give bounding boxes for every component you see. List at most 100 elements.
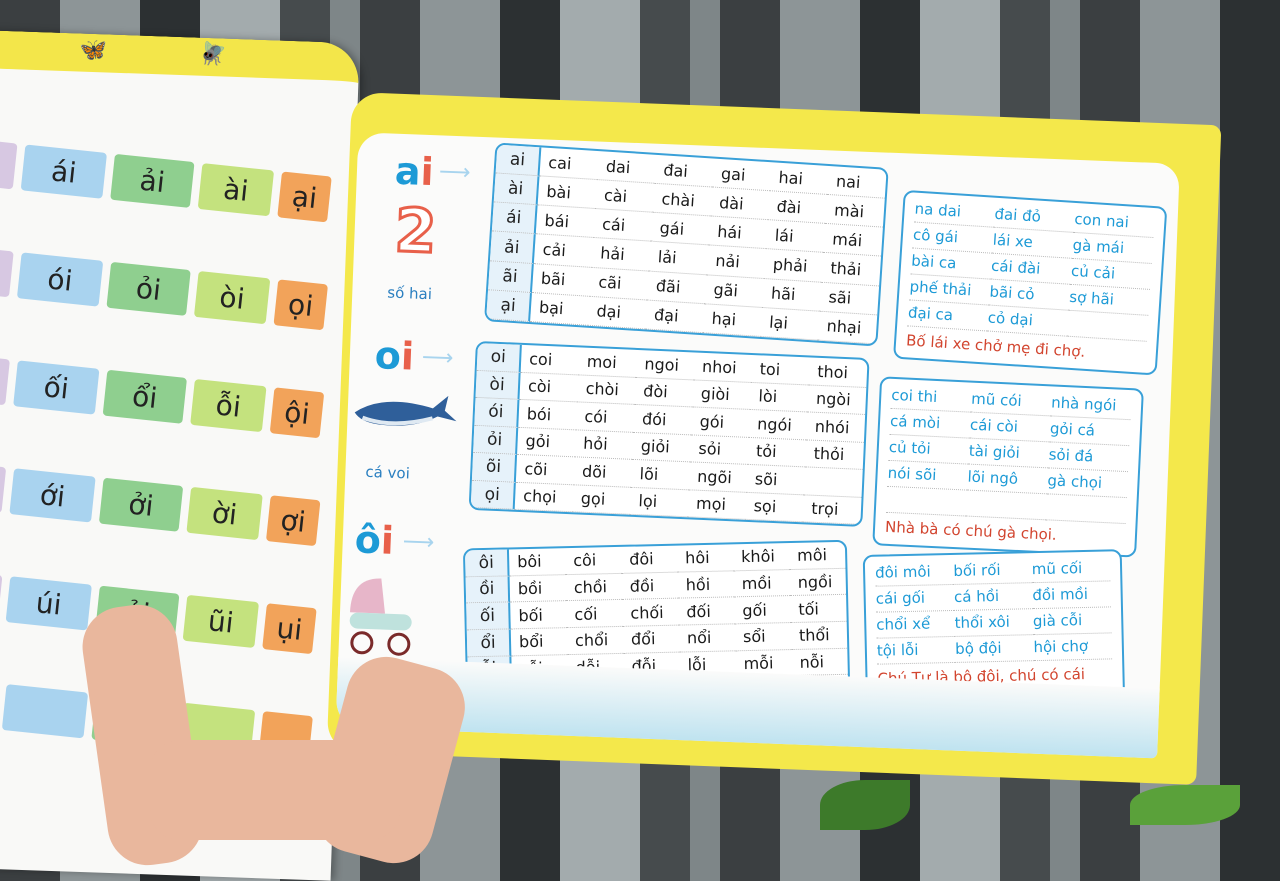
syllable-chip: ài [197,163,275,217]
baby-stroller-picture [349,578,412,656]
dragonfly-icon: 🪰 [198,41,228,68]
sound-label-ai: ai [394,148,435,195]
phrase: cái còi [969,412,1051,443]
syllable-cell: sõi [746,464,806,495]
phrase-box-oi: coi thi mũ cói nhà ngói cá mòi cái còi gỏi cá… [872,376,1144,558]
syllable-cell: trọi [802,494,862,525]
rhyme-header: ói [474,397,520,428]
syllable-cell: cói [575,402,635,433]
phrase: bộ đội [954,635,1034,663]
syllable-cell: mài [825,195,885,228]
syllable-cell: nai [827,165,887,199]
syllable-cell: sọi [745,492,804,523]
phrase: sỏi đá [1048,442,1130,473]
rhyme-header: òi [475,370,521,400]
syllable-cell: gối [734,596,791,625]
phrase: cá mòi [889,408,971,439]
syllable-cell: bài [537,176,598,210]
syllable-cell: lải [648,242,709,275]
rhyme-header: õi [471,452,518,483]
syllable-cell: nhoi [693,352,753,383]
syllable-cell: chọi [514,482,574,513]
syllable-cell: toi [751,354,810,385]
syllable-cell: gãi [704,274,765,308]
rhyme-header: ãi [488,260,534,293]
syllable-cell: ngồi [789,568,847,597]
phrase: lõi ngô [966,464,1049,495]
syllable-chip: ải [110,153,195,208]
syllable-cell: mồi [733,569,791,598]
syllable-chip: ói [16,252,104,307]
phrase: cái gối [875,584,955,613]
syllable-cell: bổi [510,628,568,657]
phrase: chổi xể [876,610,955,639]
syllable-cell: lõi [631,459,690,490]
phrase: mũ cối [1031,555,1111,584]
whale-picture [354,395,457,426]
right-book-page: ai ⟶ 2 số hai ai cai dai đai gai hai nai ài bài c… [326,92,1222,785]
syllable-cell: đôi [620,545,678,574]
page-content: ai ⟶ 2 số hai ai cai dai đai gai hai nai ài bài c… [335,132,1180,759]
syllable-cell: lọi [629,487,689,518]
rhyme-header: ài [493,173,540,206]
syllable-cell: hỏi [574,429,634,460]
sound-label-oi: oi [374,333,415,379]
phrase: gỏi cá [1049,416,1131,447]
syllable-chip [1,684,89,739]
syllable-cell: khôi [732,543,790,571]
caption-ai: số hai [386,283,433,304]
syllable-cell: bối [510,601,567,630]
phrase: tội lỗi [876,636,956,665]
syllable-cell: bồi [509,574,567,603]
caption-oi: cá voi [365,462,411,483]
syllable-cell: đồi [621,572,679,601]
phrase: cỏ dại [986,305,1069,337]
syllable-cell: hai [769,162,830,196]
syllable-cell [803,467,863,498]
syllable-chip-rows: àiáiảiàiạióiỏiòiọiốiổiỗiộiớiởiờiợiúiủiũi… [0,68,358,763]
syllable-chip: ài [0,137,18,190]
syllable-cell: gọi [572,484,632,515]
syllable-chip: ũi [182,594,260,649]
syllable-cell: chối [622,598,679,627]
syllable-cell: đổi [622,625,680,654]
syllable-cell: dai [597,151,657,184]
syllable-cell: dài [710,187,770,221]
syllable-cell: chổi [566,626,624,655]
syllable-cell: gai [712,158,772,192]
syllable-chip: ại [277,171,332,223]
syllable-cell: hại [702,304,763,337]
syllable-cell: lại [760,307,820,341]
rhyme-header: ôi [464,549,510,578]
syllable-cell: hái [708,216,768,250]
syllable-chip: ội [269,387,325,439]
syllable-cell: bói [518,399,578,430]
phrase [965,490,1047,521]
syllable-cell: mọi [687,489,747,520]
syllable-chip [0,353,10,406]
syllable-cell: thổi [790,621,848,650]
syllable-chip: ọi [273,279,329,331]
syllable-cell: ngói [748,409,808,440]
phrase: già cỗi [1032,607,1112,636]
syllable-cell: cối [566,600,623,629]
syllable-chip: ời [186,486,263,541]
sound-label-oi-circumflex: ôi [353,517,395,563]
syllable-cell: sổi [734,623,792,651]
syllable-cell: môi [788,541,846,570]
syllable-cell: cõi [515,454,575,485]
phrase-box-ai: na dai đai đỏ con nai cô gái lái xe gà mái bài… [893,189,1168,376]
syllable-cell: thỏi [805,439,864,470]
phrase: gà chọi [1046,468,1128,499]
phrase: nhà ngói [1050,390,1132,421]
syllable-chip: ỗi [190,378,267,433]
syllable-cell: giỏi [632,432,692,463]
syllable-chip: ổi [102,369,188,424]
syllable-cell: ngoi [635,349,695,380]
syllable-cell: mái [823,224,883,258]
rhyme-header: ổi [466,629,512,658]
hand [150,740,400,840]
syllable-cell: thải [821,253,881,287]
syllable-cell: cãi [589,267,649,301]
syllable-cell: đối [678,597,735,626]
